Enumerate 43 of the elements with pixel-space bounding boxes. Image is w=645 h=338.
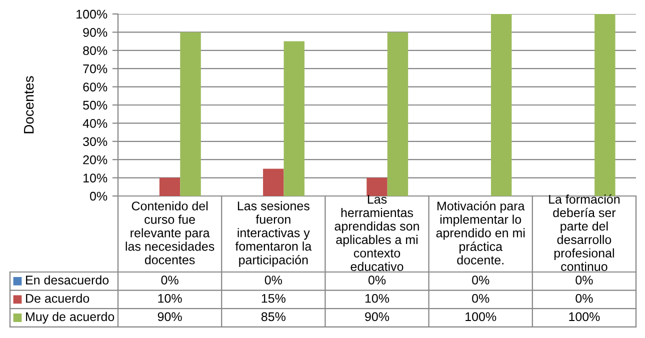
y-tick-label: 10% bbox=[84, 174, 108, 182]
bar bbox=[159, 178, 180, 196]
y-tick-label: 80% bbox=[83, 46, 108, 56]
data-label: 85% bbox=[261, 312, 286, 322]
x-tick-label: Motivación para implementar lo aprendido en mi práctica docente. bbox=[436, 201, 525, 264]
x-tick-label: Contenido del curso fue relevante para las necesidades docentes bbox=[126, 201, 214, 264]
y-tick-label: 40% bbox=[82, 119, 108, 128]
legend-label: De acuerdo bbox=[26, 294, 90, 303]
data-label: 0% bbox=[472, 294, 490, 303]
data-label: 0% bbox=[264, 276, 282, 285]
bar bbox=[490, 14, 512, 196]
x-tick-label: Las sesiones fueron interactivas y fomentaron la participación bbox=[235, 201, 312, 267]
x-tick-label: La formación debería ser parte del desarrollo profesional continuo bbox=[549, 194, 620, 272]
y-tick-label: 30% bbox=[83, 137, 108, 146]
y-tick-label: 60% bbox=[83, 82, 108, 92]
y-tick-label: 50% bbox=[83, 100, 108, 110]
y-tick-label: 90% bbox=[83, 28, 108, 37]
legend-label: Muy de acuerdo bbox=[26, 312, 114, 324]
bar bbox=[366, 178, 388, 196]
bar bbox=[180, 32, 201, 196]
data-label: 90% bbox=[365, 312, 390, 322]
bar bbox=[263, 168, 284, 196]
bar bbox=[284, 41, 304, 196]
data-label: 0% bbox=[576, 294, 593, 303]
y-axis-title: Docentes bbox=[24, 76, 34, 134]
data-label: 10% bbox=[365, 294, 390, 303]
y-tick-label: 70% bbox=[83, 64, 108, 74]
legend-label: En desacuerdo bbox=[26, 275, 109, 285]
y-tick-label: 20% bbox=[83, 155, 108, 164]
data-label: 0% bbox=[472, 276, 490, 285]
data-label: 90% bbox=[158, 312, 182, 322]
data-label: 15% bbox=[262, 294, 286, 303]
y-tick-label: 0% bbox=[90, 192, 108, 201]
data-label: 100% bbox=[569, 312, 600, 322]
data-label: 0% bbox=[368, 276, 386, 285]
data-label: 10% bbox=[158, 294, 182, 303]
bar bbox=[387, 32, 408, 196]
data-label: 0% bbox=[161, 276, 178, 285]
x-tick-label: Las herramientas aprendidas son aplicables a mi contexto educativo bbox=[334, 194, 419, 272]
data-label: 100% bbox=[466, 312, 496, 322]
y-tick-label: 100% bbox=[76, 10, 108, 19]
bar bbox=[594, 14, 616, 196]
data-label: 0% bbox=[576, 276, 593, 285]
